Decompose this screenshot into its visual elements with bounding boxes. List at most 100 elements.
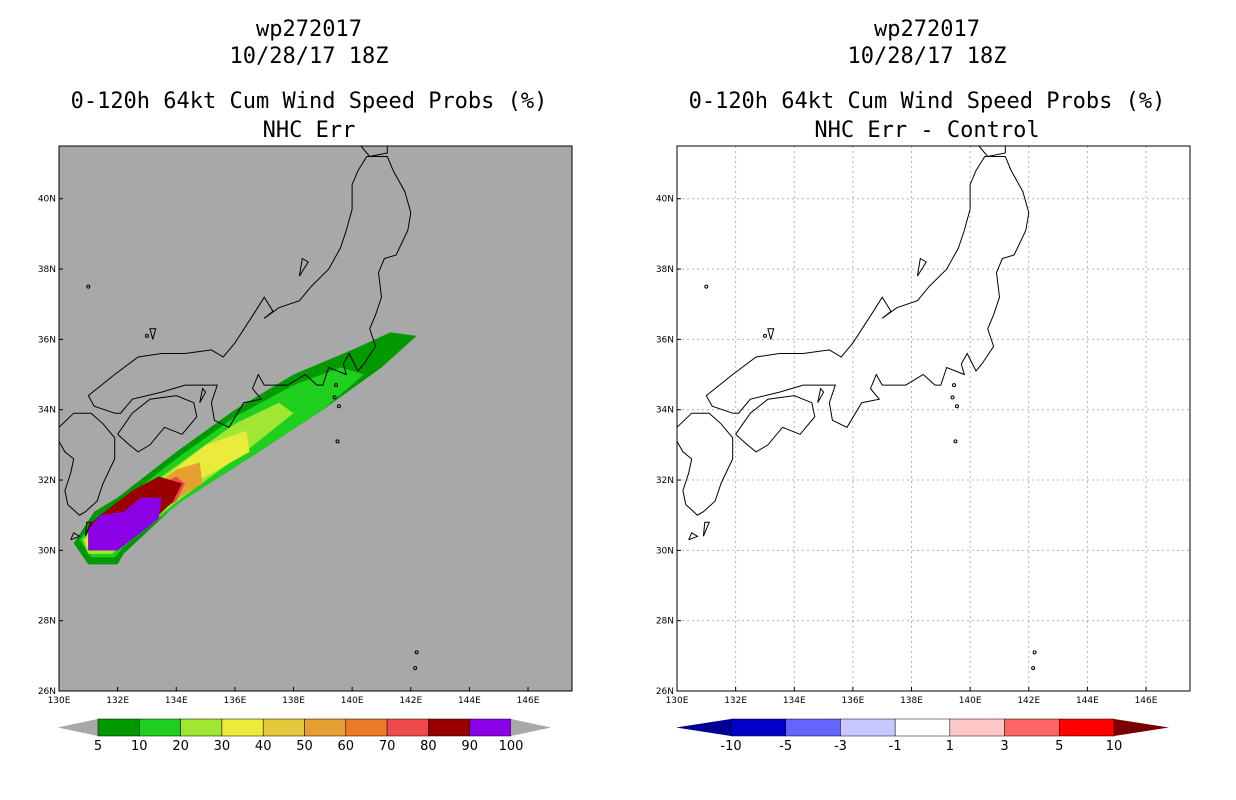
colorbar: 5 10 20 30 40 50 60 70 80 90 100 <box>58 718 551 754</box>
colorbar-low-arrow <box>676 719 731 736</box>
coastline <box>705 156 1030 428</box>
island <box>762 333 767 338</box>
colorbar-swatch <box>894 718 951 737</box>
island <box>334 383 339 388</box>
island <box>86 284 91 289</box>
colorbar-swatch <box>428 718 470 737</box>
island <box>953 439 958 444</box>
lat-tick-label: 26N <box>38 687 56 697</box>
lat-tick-label: 36N <box>38 335 56 345</box>
island <box>414 650 419 655</box>
coastline <box>817 387 825 403</box>
colorbar: -10 -5 -3 -1 1 3 5 10 <box>676 718 1169 754</box>
colorbar-label: 30 <box>214 739 231 754</box>
coastline <box>735 395 816 453</box>
colorbar-swatch <box>1004 718 1060 737</box>
colorbar-label: -5 <box>779 739 792 754</box>
lat-tick-label: 28N <box>38 617 56 627</box>
coastline <box>702 521 710 537</box>
left-title-product: 0-120h 64kt Cum Wind Speed Probs (%) <box>70 89 548 114</box>
colorbar-label: 40 <box>255 739 272 754</box>
colorbar-label: 3 <box>1000 739 1008 754</box>
island <box>950 395 955 400</box>
coastline <box>87 156 412 428</box>
colorbar-swatch <box>221 718 264 737</box>
coastline <box>677 412 734 516</box>
colorbar-label: 100 <box>499 739 524 754</box>
island <box>952 383 957 388</box>
colorbar-label: 1 <box>946 739 954 754</box>
lat-tick-label: 34N <box>656 406 674 416</box>
colorbar-label: 20 <box>172 739 189 754</box>
coastline <box>59 412 116 516</box>
lat-tick-label: 34N <box>38 406 56 416</box>
lon-tick-label: 144E <box>458 696 481 706</box>
right-map: 130E 132E 134E 136E 138E 140E 142E 144E 146E 26N 2… <box>656 145 1191 754</box>
colorbar-swatch <box>97 718 140 737</box>
lon-tick-label: 142E <box>1017 696 1040 706</box>
lon-tick-label: 138E <box>900 696 923 706</box>
lat-tick-label: 40N <box>38 195 56 205</box>
lon-tick-label: 136E <box>841 696 864 706</box>
lon-tick-label: 146E <box>1135 696 1158 706</box>
coastline <box>149 328 157 340</box>
coastline <box>298 257 309 277</box>
lat-tick-label: 30N <box>38 546 56 556</box>
coastline-hokkaido <box>978 146 1006 158</box>
colorbar-label: -3 <box>834 739 847 754</box>
colorbar-swatch <box>840 718 896 737</box>
right-title-date: 10/28/17 18Z <box>847 44 1007 69</box>
colorbar-label: 60 <box>338 739 355 754</box>
colorbar-label: -1 <box>889 739 902 754</box>
lat-tick-label: 32N <box>656 476 674 486</box>
colorbar-label: 80 <box>420 739 437 754</box>
colorbar-label: 5 <box>94 739 102 754</box>
lon-tick-label: 132E <box>106 696 129 706</box>
colorbar-swatch <box>139 718 181 737</box>
coastline <box>117 395 198 453</box>
island <box>332 395 337 400</box>
lat-tick-label: 38N <box>656 265 674 275</box>
right-panel: wp272017 10/28/17 18Z 0-120h 64kt Cum Wi… <box>618 0 1236 800</box>
coastline <box>84 521 92 537</box>
map-frame <box>58 145 573 692</box>
colorbar-label: 10 <box>1106 739 1123 754</box>
lat-tick-label: 28N <box>656 617 674 627</box>
coastline <box>916 257 927 277</box>
island <box>413 666 418 671</box>
island <box>144 333 149 338</box>
lon-tick-label: 140E <box>341 696 364 706</box>
island <box>335 439 340 444</box>
colorbar-swatch <box>730 718 786 737</box>
lon-tick-label: 146E <box>517 696 540 706</box>
right-title-method: NHC Err - Control <box>814 118 1040 143</box>
island <box>954 404 959 409</box>
colorbar-swatch <box>345 718 388 737</box>
map-background <box>677 146 1190 691</box>
lon-tick-label: 134E <box>783 696 806 706</box>
left-title-method: NHC Err <box>262 118 356 143</box>
colorbar-swatch <box>304 718 347 737</box>
coastline <box>657 389 660 403</box>
colorbar-label: 90 <box>461 739 478 754</box>
coastline <box>199 387 207 403</box>
lon-tick-label: 130E <box>666 696 689 706</box>
left-title-date: 10/28/17 18Z <box>229 44 389 69</box>
colorbar-label: -10 <box>720 739 741 754</box>
island <box>336 404 341 409</box>
lon-tick-label: 130E <box>48 696 71 706</box>
lon-tick-label: 132E <box>724 696 747 706</box>
lat-tick-label: 30N <box>656 546 674 556</box>
left-map: 130E 132E 134E 136E 138E 140E 142E 144E 146E 26N 2… <box>38 145 573 754</box>
lat-tick-label: 32N <box>38 476 56 486</box>
left-title-storm: wp272017 <box>256 17 362 42</box>
lon-tick-label: 134E <box>165 696 188 706</box>
lat-tick-label: 38N <box>38 265 56 275</box>
colorbar-label: 50 <box>296 739 313 754</box>
coastline-hokkaido <box>360 146 388 158</box>
lat-tick-label: 36N <box>656 335 674 345</box>
colorbar-label: 10 <box>131 739 148 754</box>
lat-tick-label: 26N <box>656 687 674 697</box>
colorbar-high-arrow <box>511 719 551 736</box>
right-title-storm: wp272017 <box>874 17 980 42</box>
